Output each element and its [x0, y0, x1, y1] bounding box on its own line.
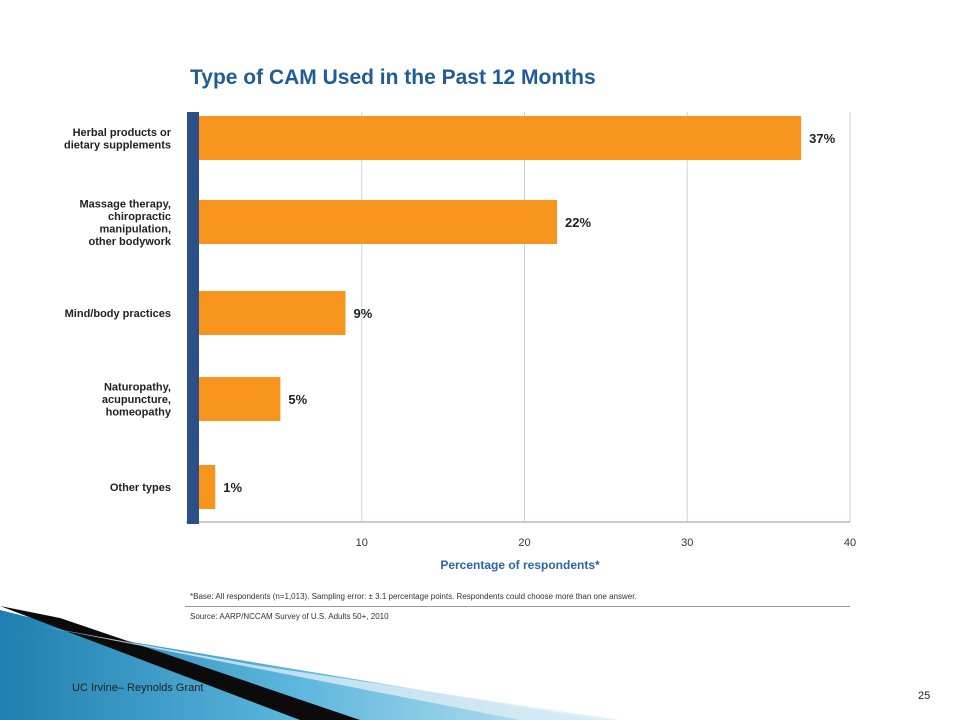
x-tick-label-10: 10: [356, 537, 368, 549]
plot-area: 37% Herbal products or dietary supplements…: [64, 112, 856, 572]
value-label-2: 9%: [353, 306, 372, 321]
footnote-divider: [185, 606, 850, 607]
category-label-0: Herbal products or dietary supplements: [64, 127, 172, 152]
bar-1: [199, 200, 558, 244]
bar-0: [199, 116, 802, 160]
value-label-1: 22%: [565, 215, 591, 230]
bar-2: [199, 291, 346, 335]
page-number: 25: [918, 690, 931, 702]
category-label-3: Naturopathy, acupuncture, homeopathy: [102, 382, 172, 419]
y-axis-bar: [187, 112, 199, 524]
x-tick-label-40: 40: [844, 537, 856, 549]
decorative-swoosh: [0, 606, 620, 720]
x-axis-label: Percentage of respondents*: [440, 558, 600, 572]
footnote-base: *Base: All respondents (n=1,013). Sampli…: [190, 592, 637, 601]
footnote-source: Source: AARP/NCCAM Survey of U.S. Adults…: [190, 612, 389, 621]
category-label-2: Mind/body practices: [65, 308, 171, 320]
chart-title: Type of CAM Used in the Past 12 Months: [190, 66, 596, 89]
bar-3: [199, 377, 281, 421]
x-tick-label-30: 30: [681, 537, 693, 549]
footer-credit: UC Irvine– Reynolds Grant: [72, 682, 204, 694]
category-label-4: Other types: [110, 482, 171, 494]
category-label-1: Massage therapy, chiropractic manipulation…: [79, 198, 171, 248]
x-tick-label-20: 20: [518, 537, 530, 549]
value-label-0: 37%: [809, 131, 835, 146]
bar-4: [199, 465, 216, 509]
value-label-4: 1%: [223, 480, 242, 495]
value-label-3: 5%: [288, 392, 307, 407]
